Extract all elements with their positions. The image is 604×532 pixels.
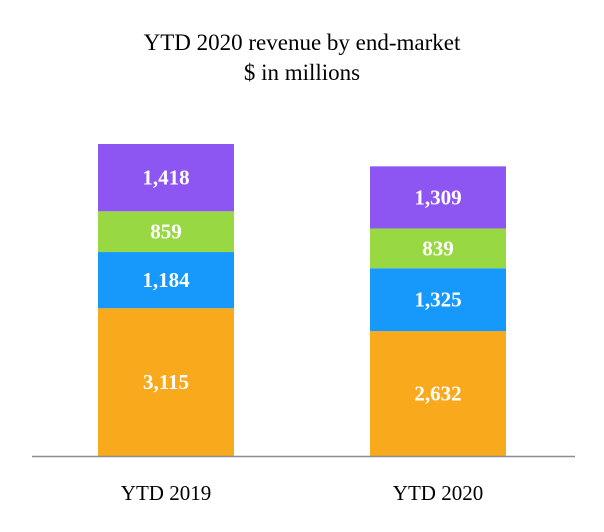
- data-label: 859: [150, 220, 182, 244]
- data-label: 1,309: [414, 185, 461, 209]
- bar-segment: [98, 144, 234, 212]
- data-label: 3,115: [143, 370, 189, 394]
- data-label: 1,418: [142, 166, 189, 190]
- data-label: 1,184: [142, 268, 190, 292]
- bar-segment: [370, 166, 506, 229]
- bar-segment: [370, 268, 506, 332]
- bar-segment: [98, 308, 234, 456]
- category-label: YTD 2019: [121, 481, 211, 505]
- data-label: 2,632: [414, 382, 461, 406]
- data-label: 1,325: [414, 288, 461, 312]
- data-label: 839: [422, 236, 454, 260]
- chart-title: YTD 2020 revenue by end-market: [143, 30, 461, 55]
- chart-subtitle: $ in millions: [243, 60, 361, 85]
- bar-segment: [98, 252, 234, 309]
- bar-segment: [98, 211, 234, 253]
- bar-segment: [370, 331, 506, 456]
- category-label: YTD 2020: [393, 481, 483, 505]
- bar-segment: [370, 228, 506, 269]
